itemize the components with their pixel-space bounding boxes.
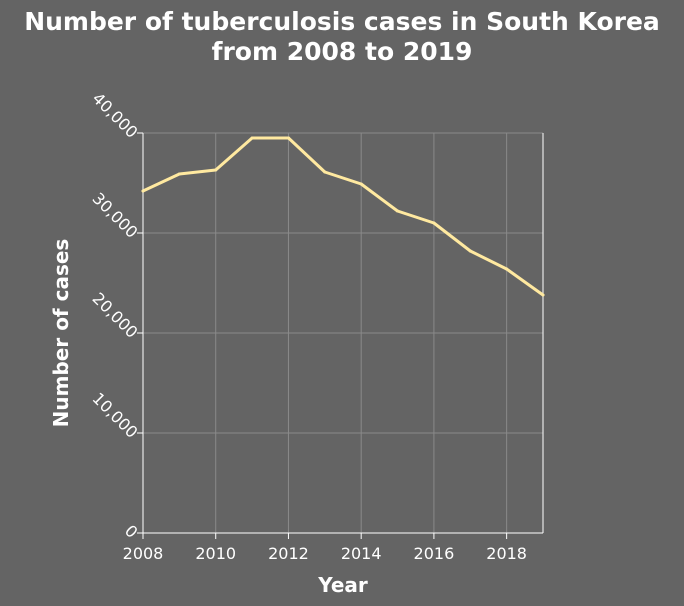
x-tick-label: 2018 xyxy=(486,544,527,563)
data-point xyxy=(468,249,472,253)
chart-title-line-1: Number of tuberculosis cases in South Ko… xyxy=(24,7,660,36)
x-tick-labels: 2008 2010 2012 2014 2016 2018 xyxy=(123,544,527,563)
gridlines xyxy=(143,132,543,533)
x-tick-label: 2010 xyxy=(195,544,236,563)
x-tick-label: 2012 xyxy=(268,544,309,563)
data-point xyxy=(177,172,181,176)
data-point xyxy=(214,168,218,172)
y-tick-labels: 0 10,000 20,000 30,000 40,000 xyxy=(89,89,142,542)
data-point xyxy=(505,267,509,271)
axes xyxy=(137,132,544,539)
x-tick-label: 2008 xyxy=(123,544,164,563)
data-point xyxy=(141,189,145,193)
y-tick-label: 30,000 xyxy=(89,189,142,242)
data-point xyxy=(250,136,254,140)
data-point xyxy=(541,293,545,297)
series-line xyxy=(141,136,545,297)
data-point xyxy=(432,221,436,225)
y-tick-label: 40,000 xyxy=(89,89,142,142)
data-point xyxy=(396,209,400,213)
x-tick-label: 2016 xyxy=(414,544,455,563)
y-tick-label: 20,000 xyxy=(89,289,142,342)
chart-title-line-2: from 2008 to 2019 xyxy=(212,37,473,66)
x-axis-label: Year xyxy=(317,573,368,597)
y-tick-label: 10,000 xyxy=(89,389,142,442)
series-group xyxy=(141,136,545,297)
x-tick-label: 2014 xyxy=(341,544,382,563)
data-point xyxy=(286,136,290,140)
y-tick-label: 0 xyxy=(121,521,142,542)
data-point xyxy=(359,182,363,186)
data-point xyxy=(323,170,327,174)
y-axis-label: Number of cases xyxy=(49,239,73,428)
